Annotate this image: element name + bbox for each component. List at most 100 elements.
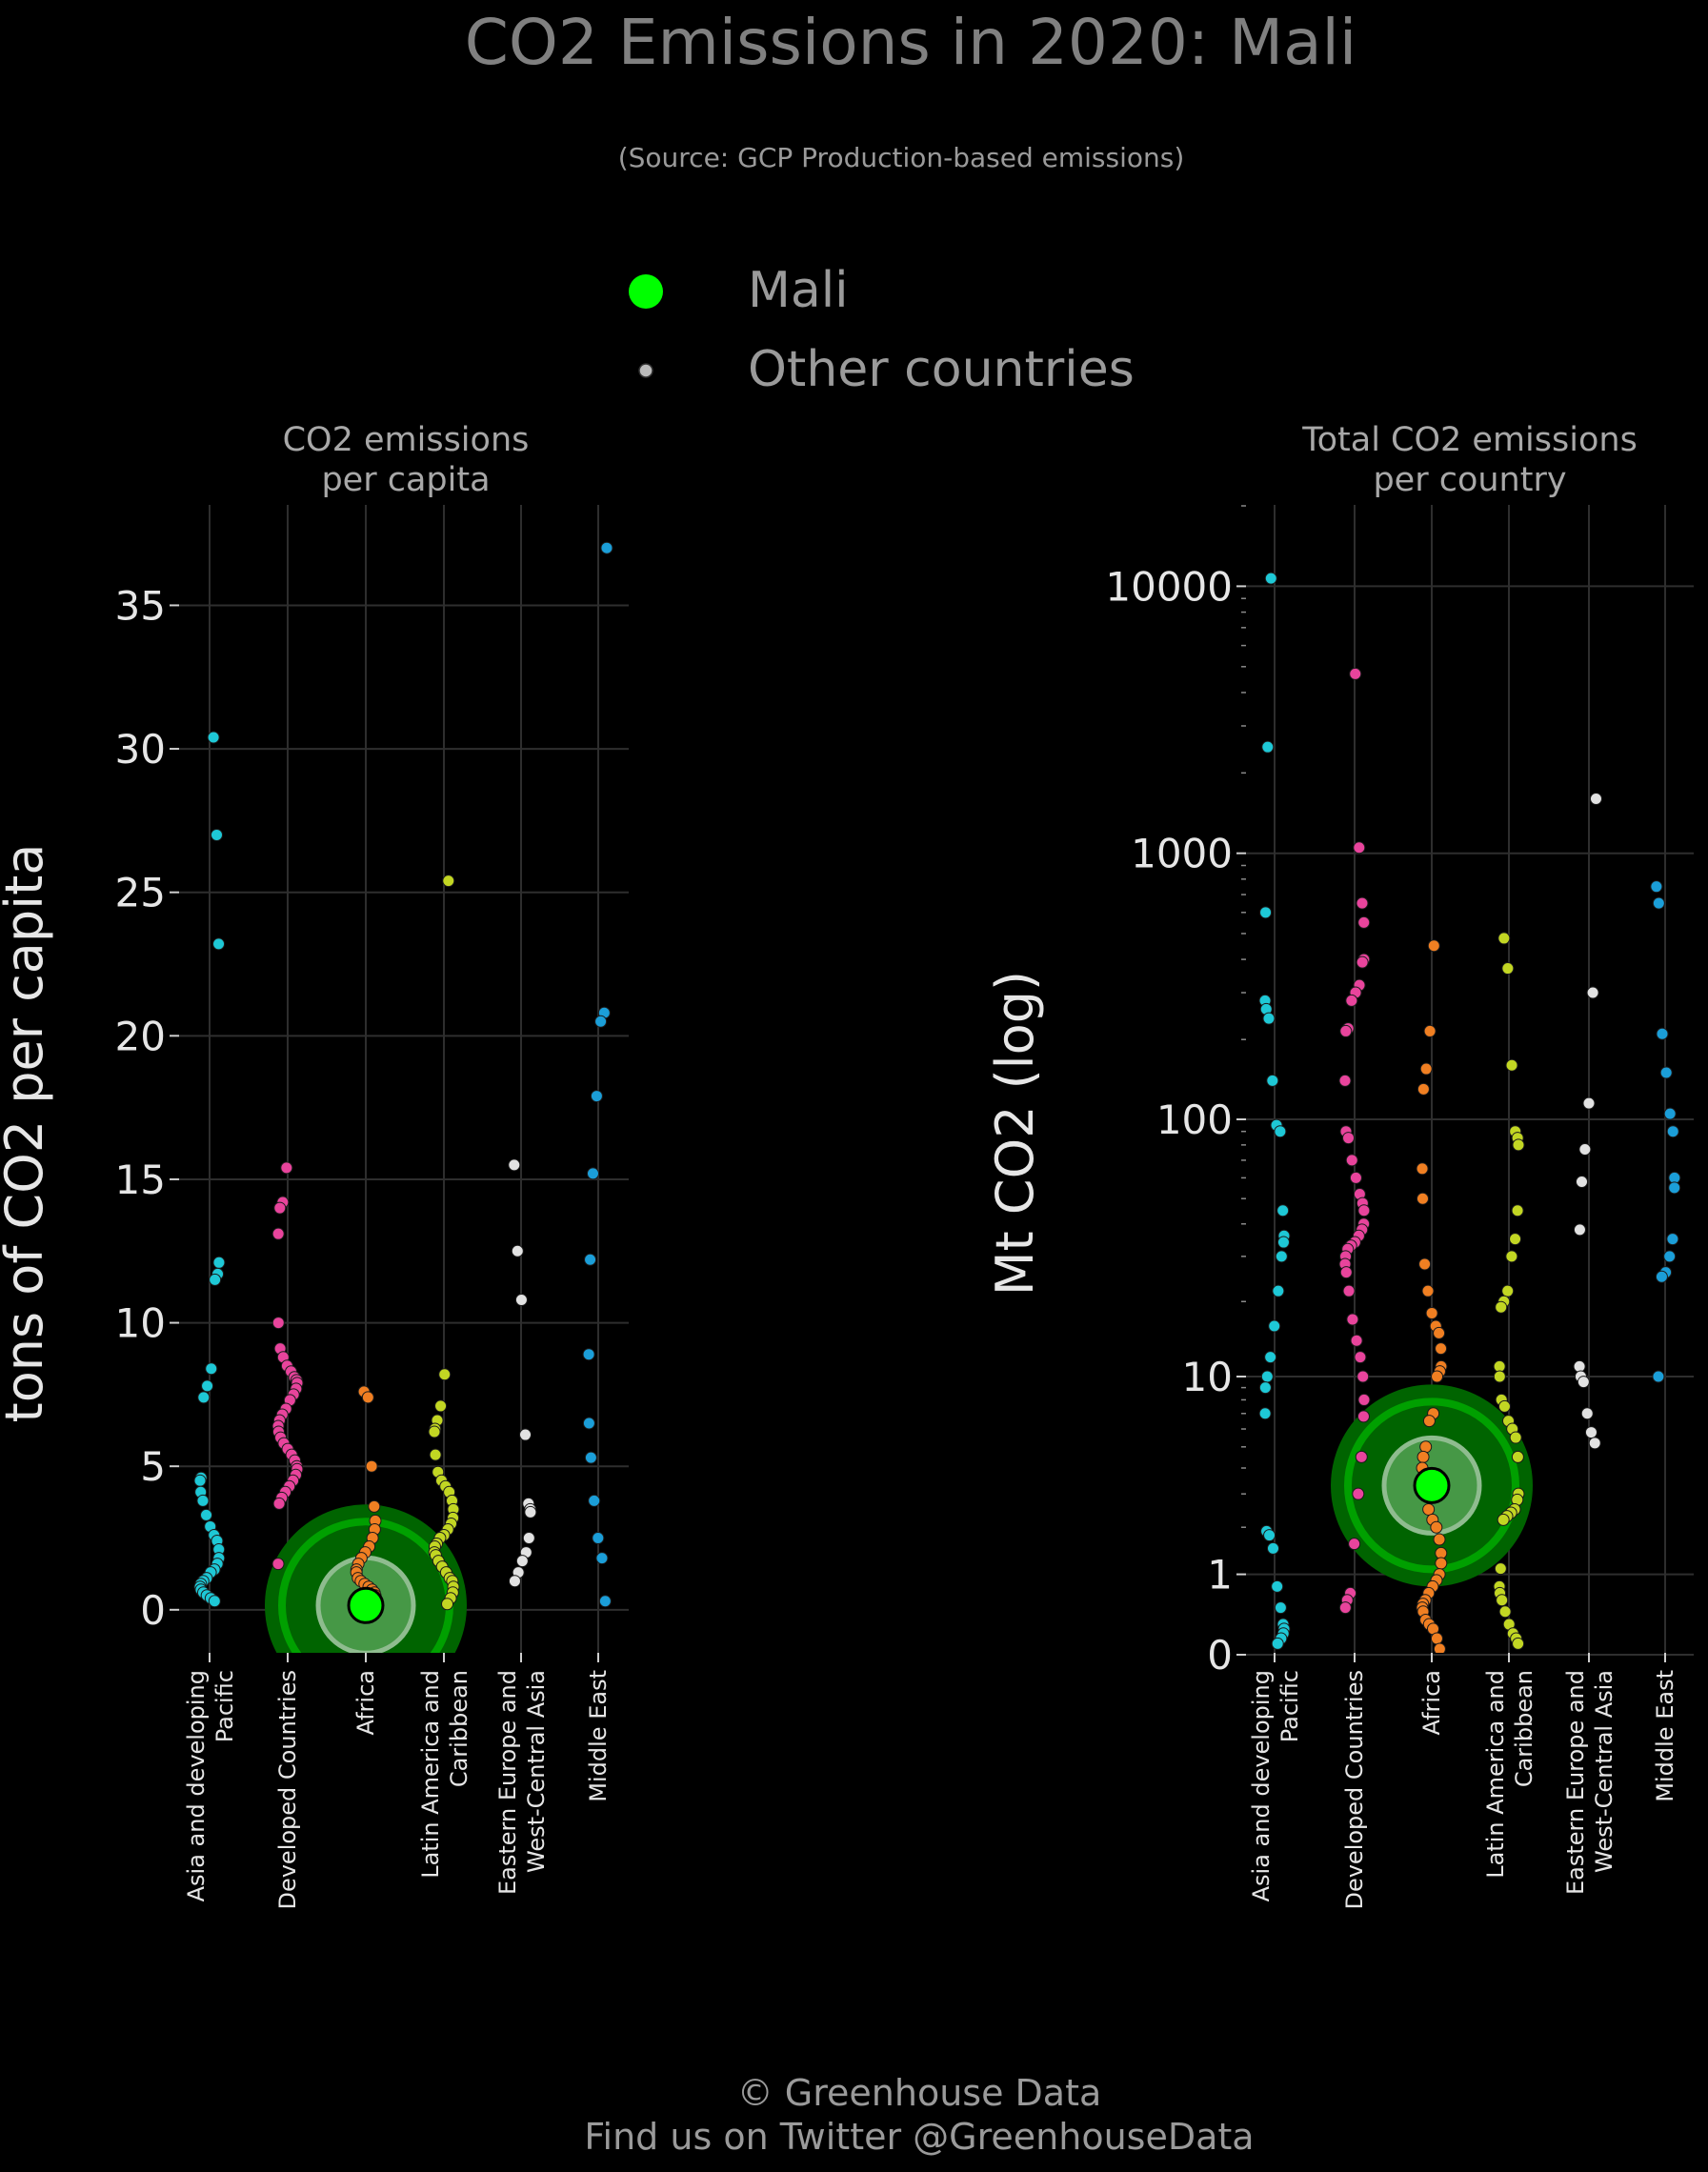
- y-tick-label-3: 15: [115, 1156, 166, 1203]
- x-category-label-0: Asia and developingPacific: [1248, 1670, 1303, 1901]
- y-axis-label: Mt CO2 (log): [985, 971, 1045, 1296]
- data-point: [1666, 1125, 1679, 1138]
- x-category-label-4: Eastern Europe andWest-Central Asia: [494, 1670, 550, 1895]
- y-axis-label: tons of CO2 per capita: [0, 844, 54, 1423]
- data-point: [1417, 1082, 1430, 1096]
- highlight-point-mali: [1413, 1466, 1451, 1504]
- data-point: [272, 1497, 286, 1510]
- data-point: [200, 1508, 213, 1521]
- data-point: [1511, 1204, 1524, 1217]
- data-point: [1586, 986, 1599, 999]
- data-point: [1263, 1529, 1276, 1542]
- x-category-label-4: Eastern Europe andWest-Central Asia: [1562, 1670, 1618, 1895]
- data-point: [1494, 1562, 1507, 1576]
- data-point: [1354, 1351, 1367, 1364]
- data-point: [1262, 1012, 1276, 1025]
- panel-total-emissions: 0 1 10 100 1000 10000 Total CO2 emissions per c…: [985, 421, 1694, 1910]
- data-point: [196, 1494, 210, 1507]
- data-point: [1264, 1351, 1277, 1364]
- data-point: [1659, 1066, 1673, 1079]
- y-tick-label-2: 10: [115, 1300, 166, 1347]
- data-point: [441, 1598, 454, 1611]
- data-point: [1496, 1594, 1509, 1607]
- data-point: [582, 1348, 595, 1361]
- data-point: [1350, 1334, 1363, 1347]
- data-point: [1493, 1370, 1506, 1383]
- y-tick-label-0: 0: [140, 1587, 166, 1634]
- data-point: [582, 1417, 595, 1430]
- data-point: [594, 1015, 608, 1028]
- data-point: [1505, 1058, 1518, 1072]
- data-point: [212, 937, 226, 951]
- data-point: [1274, 1125, 1287, 1138]
- data-point: [1509, 1233, 1522, 1246]
- data-point: [1272, 1284, 1285, 1297]
- data-point: [588, 1494, 601, 1507]
- x-category-label-3: Latin America andCaribbean: [417, 1670, 472, 1879]
- data-point: [1345, 1154, 1358, 1167]
- data-point: [1656, 1027, 1669, 1040]
- data-point: [209, 1273, 222, 1286]
- data-point: [1275, 1250, 1288, 1263]
- data-point: [1419, 1062, 1433, 1076]
- data-points: [1258, 572, 1681, 1653]
- data-point: [1357, 915, 1371, 929]
- x-category-label-5: Middle East: [1652, 1670, 1678, 1802]
- data-point: [584, 1451, 597, 1464]
- data-point: [1573, 1359, 1586, 1373]
- data-point: [1258, 1407, 1272, 1420]
- data-point: [1416, 1162, 1429, 1176]
- data-point: [428, 1425, 441, 1438]
- data-point: [1578, 1142, 1592, 1156]
- y-tick-label-5: 10000: [1105, 563, 1233, 610]
- data-point: [1655, 1270, 1668, 1283]
- data-point: [434, 1399, 448, 1413]
- data-point: [368, 1499, 381, 1513]
- data-point: [1498, 1605, 1512, 1619]
- data-point: [1338, 1074, 1352, 1087]
- y-tick-label-2: 10: [1182, 1354, 1233, 1400]
- data-point: [1417, 1450, 1430, 1463]
- x-category-label-0: Asia and developingPacific: [183, 1670, 238, 1901]
- y-tick-label-6: 30: [115, 726, 166, 773]
- data-point: [1353, 841, 1366, 855]
- data-point: [1495, 1300, 1508, 1314]
- data-point: [1352, 1487, 1365, 1500]
- y-tick-label-1: 1: [1207, 1552, 1233, 1599]
- data-point: [1260, 1370, 1274, 1383]
- data-point: [1431, 1370, 1444, 1383]
- data-point: [598, 1595, 612, 1608]
- legend-marker-other: [638, 363, 653, 378]
- data-point: [1589, 792, 1602, 805]
- data-point: [271, 1558, 285, 1571]
- data-point: [1512, 1138, 1525, 1152]
- panel-title: CO2 emissions per capita: [283, 421, 530, 499]
- data-point: [1584, 1426, 1597, 1439]
- data-point: [592, 1532, 605, 1544]
- data-point: [1258, 1381, 1272, 1395]
- data-point: [442, 875, 455, 888]
- data-point: [584, 1253, 597, 1266]
- data-point: [193, 1474, 207, 1487]
- footer-twitter: Find us on Twitter @GreenhouseData: [584, 2116, 1254, 2158]
- data-point: [1356, 1410, 1370, 1423]
- x-category-label-2: Africa: [352, 1670, 379, 1735]
- data-point: [1264, 572, 1277, 585]
- data-point: [1423, 1024, 1437, 1037]
- data-point: [1435, 1342, 1448, 1356]
- y-tick-label-4: 20: [115, 1013, 166, 1059]
- data-point: [1268, 1319, 1281, 1333]
- data-point: [1342, 1284, 1356, 1297]
- data-point: [1509, 1431, 1522, 1444]
- data-point: [207, 731, 220, 744]
- x-category-label-2: Africa: [1418, 1670, 1445, 1735]
- data-point: [595, 1552, 609, 1565]
- data-point: [271, 1317, 285, 1330]
- x-category-label-3: Latin America andCaribbean: [1482, 1670, 1537, 1879]
- data-point: [1356, 896, 1369, 910]
- data-point: [600, 541, 613, 554]
- data-point: [1416, 1192, 1429, 1205]
- data-point: [1666, 1233, 1679, 1246]
- y-tick-label-5: 25: [115, 870, 166, 916]
- data-point: [1652, 896, 1665, 910]
